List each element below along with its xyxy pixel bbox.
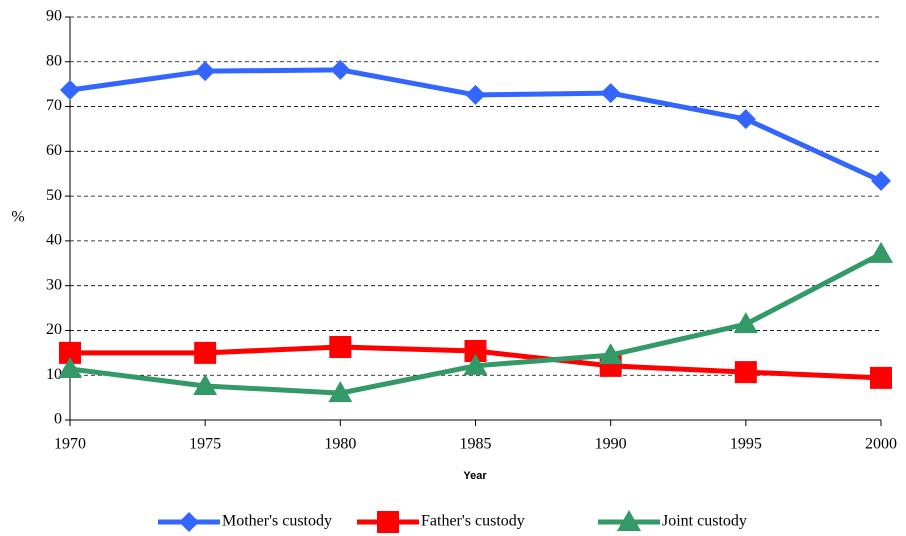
y-tick-label: 70 [46, 97, 62, 114]
y-tick-label: 60 [46, 142, 62, 159]
marker [377, 511, 399, 533]
y-tick-label: 90 [46, 8, 62, 25]
y-tick-label: 30 [46, 276, 62, 293]
y-axis-label: % [11, 209, 24, 226]
legend-item: Joint custody [598, 510, 747, 531]
y-tick-label: 10 [46, 366, 62, 383]
legend-item: Father's custody [357, 511, 525, 533]
marker [734, 361, 757, 384]
marker [600, 83, 621, 104]
x-tick-label: 1985 [460, 436, 492, 453]
x-axis-label: Year [463, 470, 487, 482]
x-tick-label: 1990 [595, 436, 627, 453]
marker [463, 353, 488, 375]
marker [869, 241, 893, 263]
marker [60, 79, 80, 100]
legend-label: Joint custody [662, 513, 747, 530]
marker [58, 356, 82, 378]
series [60, 59, 891, 191]
y-tick-label: 0 [54, 411, 62, 428]
series [58, 241, 893, 403]
x-tick-label: 1970 [54, 436, 86, 453]
marker [465, 84, 486, 105]
x-tick-label: 1995 [730, 436, 762, 453]
x-tick-label: 1975 [189, 436, 221, 453]
marker [871, 170, 891, 191]
marker [330, 59, 351, 80]
marker [329, 336, 352, 359]
marker [179, 512, 199, 532]
legend-label: Mother's custody [222, 513, 332, 530]
x-tick-label: 2000 [865, 436, 897, 453]
marker [735, 109, 756, 130]
marker [870, 366, 892, 389]
x-tick-label: 1980 [324, 436, 356, 453]
marker [195, 61, 216, 82]
marker [194, 341, 217, 364]
marker [193, 373, 218, 395]
legend-label: Father's custody [421, 513, 525, 530]
marker [59, 341, 81, 364]
y-tick-label: 80 [46, 52, 62, 69]
marker [733, 312, 758, 334]
marker [598, 343, 623, 365]
legend-item: Mother's custody [158, 512, 332, 532]
y-tick-label: 20 [46, 321, 62, 338]
marker [464, 340, 487, 363]
series [59, 336, 892, 389]
marker [328, 381, 353, 403]
marker [617, 510, 641, 531]
y-tick-label: 40 [46, 232, 62, 249]
y-tick-label: 50 [46, 187, 62, 204]
